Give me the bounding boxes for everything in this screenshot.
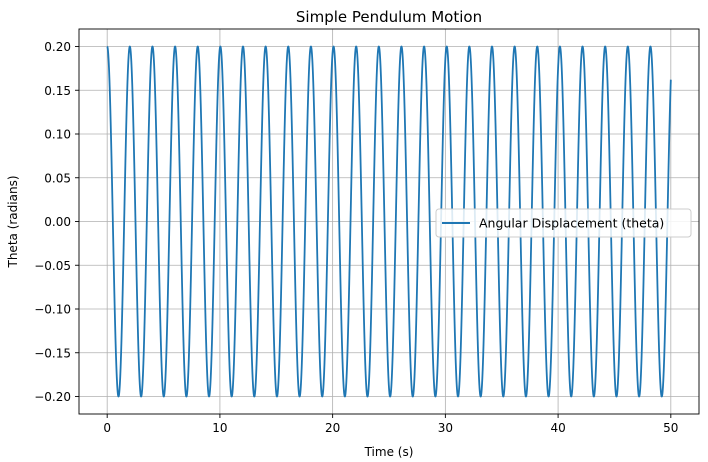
x-tick-label: 50 — [663, 421, 678, 435]
legend-box — [435, 208, 692, 238]
x-axis-title: Time (s) — [364, 445, 414, 459]
y-tick-label: −0.20 — [34, 390, 71, 404]
x-tick-label: 20 — [325, 421, 340, 435]
legend: Angular Displacement (theta) — [435, 208, 692, 238]
x-axis: 0 10 20 30 40 50 — [103, 414, 678, 435]
y-tick-label: 0.00 — [44, 215, 71, 229]
y-tick-label: −0.05 — [34, 259, 71, 273]
legend-label: Angular Displacement (theta) — [479, 216, 664, 231]
y-axis-title: Theta (radians) — [6, 175, 20, 268]
x-tick-label: 10 — [212, 421, 227, 435]
x-tick-label: 40 — [550, 421, 565, 435]
y-tick-label: −0.10 — [34, 303, 71, 317]
y-tick-label: 0.10 — [44, 128, 71, 142]
y-tick-label: 0.20 — [44, 40, 71, 54]
y-tick-label: 0.15 — [44, 84, 71, 98]
chart-title: Simple Pendulum Motion — [296, 8, 482, 26]
y-tick-label: −0.15 — [34, 346, 71, 360]
y-tick-label: 0.05 — [44, 171, 71, 185]
x-tick-label: 0 — [103, 421, 111, 435]
y-axis: 0.20 0.15 0.10 0.05 0.00 −0.05 −0.10 −0.15 −0.20 — [34, 40, 79, 404]
x-tick-label: 30 — [438, 421, 453, 435]
